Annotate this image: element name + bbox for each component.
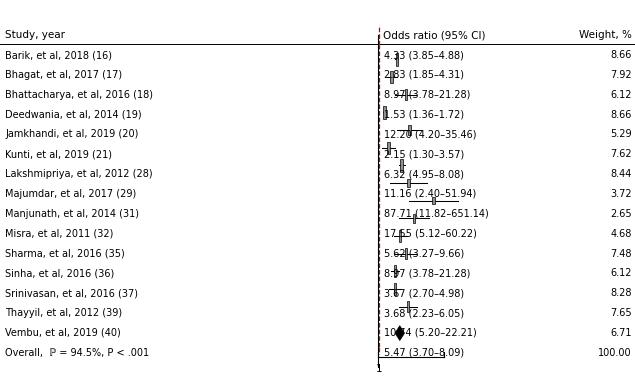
Text: 7.48: 7.48 [610, 249, 632, 258]
Text: 8.97 (3.78–21.28): 8.97 (3.78–21.28) [384, 90, 471, 100]
Text: 4.33 (3.85–4.88): 4.33 (3.85–4.88) [384, 50, 464, 60]
Text: 1: 1 [376, 364, 382, 374]
Text: 2.65: 2.65 [610, 209, 632, 219]
Text: 1.53 (1.36–1.72): 1.53 (1.36–1.72) [384, 109, 464, 120]
Text: Misra, et al, 2011 (32): Misra, et al, 2011 (32) [5, 229, 114, 239]
Text: Jamkhandi, et al, 2019 (20): Jamkhandi, et al, 2019 (20) [5, 130, 138, 139]
Text: 3.67 (2.70–4.98): 3.67 (2.70–4.98) [384, 288, 464, 298]
Text: Overall,  ℙ = 94.5%, P < .001: Overall, ℙ = 94.5%, P < .001 [5, 348, 149, 358]
Text: 8.66: 8.66 [610, 50, 632, 60]
Text: Manjunath, et al, 2014 (31): Manjunath, et al, 2014 (31) [5, 209, 139, 219]
Text: Weight, %: Weight, % [579, 30, 632, 40]
Text: 87.71 (11.82–651.14): 87.71 (11.82–651.14) [384, 209, 489, 219]
Text: 3.68 (2.23–6.05): 3.68 (2.23–6.05) [384, 308, 464, 318]
Text: 7.62: 7.62 [610, 149, 632, 159]
FancyBboxPatch shape [383, 106, 385, 119]
FancyBboxPatch shape [400, 159, 403, 171]
FancyBboxPatch shape [413, 213, 415, 223]
FancyBboxPatch shape [404, 248, 407, 259]
Text: Majumdar, et al, 2017 (29): Majumdar, et al, 2017 (29) [5, 189, 137, 199]
FancyBboxPatch shape [399, 230, 401, 242]
Text: Lakshmipriya, et al, 2012 (28): Lakshmipriya, et al, 2012 (28) [5, 169, 152, 179]
FancyBboxPatch shape [394, 265, 396, 277]
Text: Barik, et al, 2018 (16): Barik, et al, 2018 (16) [5, 50, 112, 60]
Text: 8.66: 8.66 [610, 109, 632, 120]
Text: Sharma, et al, 2016 (35): Sharma, et al, 2016 (35) [5, 249, 125, 258]
Text: Bhattacharya, et al, 2016 (18): Bhattacharya, et al, 2016 (18) [5, 90, 153, 100]
Text: 8.28: 8.28 [610, 288, 632, 298]
FancyBboxPatch shape [404, 89, 407, 100]
Text: Srinivasan, et al, 2016 (37): Srinivasan, et al, 2016 (37) [5, 288, 138, 298]
FancyBboxPatch shape [432, 197, 435, 204]
Text: 5.29: 5.29 [610, 130, 632, 139]
FancyBboxPatch shape [406, 301, 409, 312]
Text: Thayyil, et al, 2012 (39): Thayyil, et al, 2012 (39) [5, 308, 122, 318]
Text: 5.62 (3.27–9.66): 5.62 (3.27–9.66) [384, 249, 464, 258]
FancyBboxPatch shape [408, 125, 411, 135]
Text: 8.44: 8.44 [610, 169, 632, 179]
FancyBboxPatch shape [394, 283, 396, 295]
Text: 6.32 (4.95–8.08): 6.32 (4.95–8.08) [384, 169, 464, 179]
Text: 8.97 (3.78–21.28): 8.97 (3.78–21.28) [384, 268, 471, 279]
Text: 6.12: 6.12 [610, 90, 632, 100]
Text: 10.74 (5.20–22.21): 10.74 (5.20–22.21) [384, 328, 477, 338]
FancyBboxPatch shape [387, 142, 390, 154]
Text: Vembu, et al, 2019 (40): Vembu, et al, 2019 (40) [5, 328, 121, 338]
Text: Sinha, et al, 2016 (36): Sinha, et al, 2016 (36) [5, 268, 114, 279]
Text: 7.92: 7.92 [610, 70, 632, 80]
Text: 2.15 (1.30–3.57): 2.15 (1.30–3.57) [384, 149, 464, 159]
Text: Kunti, et al, 2019 (21): Kunti, et al, 2019 (21) [5, 149, 112, 159]
Text: 6.12: 6.12 [610, 268, 632, 279]
FancyBboxPatch shape [407, 179, 410, 187]
Text: Deedwania, et al, 2014 (19): Deedwania, et al, 2014 (19) [5, 109, 142, 120]
Text: 100.00: 100.00 [598, 348, 632, 358]
FancyBboxPatch shape [396, 53, 398, 66]
Text: 6.71: 6.71 [610, 328, 632, 338]
Text: 12.20 (4.20–35.46): 12.20 (4.20–35.46) [384, 130, 477, 139]
Text: 4.68: 4.68 [610, 229, 632, 239]
Polygon shape [395, 326, 404, 341]
Text: 17.55 (5.12–60.22): 17.55 (5.12–60.22) [384, 229, 477, 239]
Text: 7.65: 7.65 [610, 308, 632, 318]
Text: 5.47 (3.70–8.09): 5.47 (3.70–8.09) [384, 348, 464, 358]
Text: Odds ratio (95% CI): Odds ratio (95% CI) [383, 30, 485, 40]
FancyBboxPatch shape [391, 71, 393, 83]
Text: Study, year: Study, year [5, 30, 65, 40]
Text: Bhagat, et al, 2017 (17): Bhagat, et al, 2017 (17) [5, 70, 122, 80]
Text: 2.83 (1.85–4.31): 2.83 (1.85–4.31) [384, 70, 464, 80]
Text: 3.72: 3.72 [610, 189, 632, 199]
Text: 11.16 (2.40–51.94): 11.16 (2.40–51.94) [384, 189, 476, 199]
